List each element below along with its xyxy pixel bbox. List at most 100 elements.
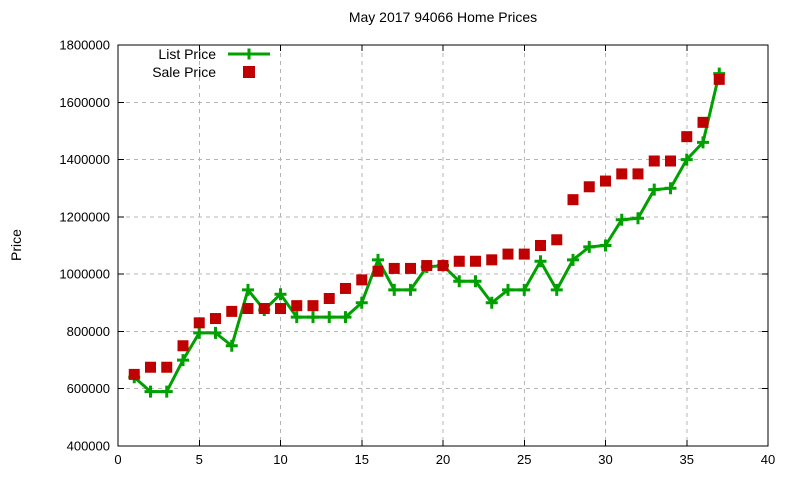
- data-point-plus: [583, 240, 596, 253]
- data-point-square: [518, 248, 530, 260]
- x-tick-label: 10: [273, 452, 287, 467]
- data-point-plus: [193, 326, 206, 339]
- x-tick-label: 5: [196, 452, 203, 467]
- data-point-square: [453, 255, 465, 267]
- x-tick-label: 20: [436, 452, 450, 467]
- data-point-plus: [339, 311, 352, 324]
- grid-lines: [118, 45, 768, 446]
- data-point-plus: [615, 213, 628, 226]
- data-point-plus: [274, 288, 287, 301]
- data-point-square: [258, 303, 270, 315]
- data-point-plus: [404, 283, 417, 296]
- data-point-square: [632, 168, 644, 180]
- data-point-plus: [372, 253, 384, 266]
- line-plus-sample-icon: [228, 48, 270, 60]
- x-tick-label: 0: [114, 452, 121, 467]
- data-point-square: [567, 194, 579, 206]
- data-point-plus: [290, 311, 303, 324]
- data-point-square: [128, 368, 140, 380]
- y-tick-label: 1000000: [59, 267, 110, 282]
- data-point-plus: [209, 326, 222, 339]
- x-tick-label: 30: [598, 452, 612, 467]
- chart-title: May 2017 94066 Home Prices: [348, 9, 538, 25]
- data-point-plus: [160, 385, 173, 398]
- data-point-plus: [323, 311, 336, 324]
- y-tick-label: 600000: [67, 381, 110, 396]
- data-point-plus: [453, 275, 466, 288]
- legend-item-list-price: List Price: [126, 45, 272, 63]
- data-point-plus: [242, 283, 254, 296]
- data-point-square: [600, 175, 611, 187]
- legend: List Price Sale Price: [126, 45, 272, 81]
- series-line: [133, 73, 721, 394]
- series-list-price: [128, 67, 726, 398]
- data-point-plus: [225, 339, 238, 352]
- data-point-plus: [664, 182, 677, 195]
- y-tick-label: 1800000: [59, 38, 110, 53]
- data-point-square: [193, 317, 205, 329]
- y-tick-label: 1200000: [59, 209, 110, 224]
- data-point-square: [535, 240, 546, 251]
- x-tick-label: 35: [680, 452, 694, 467]
- data-point-plus: [502, 283, 514, 296]
- data-point-plus: [388, 283, 401, 296]
- data-point-plus: [534, 255, 547, 268]
- y-tick-label: 800000: [67, 324, 110, 339]
- data-point-square: [226, 305, 238, 317]
- data-point-square: [486, 254, 498, 266]
- x-tick-labels: 0 5 10 15 20 25 30 35 40: [114, 452, 775, 467]
- data-point-square: [437, 260, 449, 272]
- y-tick-label: 1600000: [59, 95, 110, 110]
- data-point-square: [713, 73, 725, 85]
- data-point-square: [388, 262, 400, 274]
- data-point-square: [470, 255, 481, 267]
- data-point-plus: [680, 153, 693, 166]
- y-tick-label: 400000: [67, 439, 110, 454]
- data-point-square: [502, 248, 514, 260]
- square-sample-icon: [243, 66, 255, 78]
- data-point-square: [681, 131, 693, 143]
- data-point-plus: [177, 354, 189, 367]
- data-point-square: [161, 361, 173, 373]
- data-point-plus: [599, 239, 612, 252]
- data-point-square: [177, 340, 189, 352]
- data-point-square: [405, 262, 416, 274]
- data-point-square: [356, 274, 368, 286]
- legend-label-list-price: List Price: [158, 46, 216, 62]
- y-tick-label: 1400000: [59, 152, 110, 167]
- data-point-plus: [355, 296, 368, 309]
- x-tick-label: 15: [355, 452, 369, 467]
- data-point-square: [275, 303, 286, 315]
- legend-item-sale-price: Sale Price: [126, 63, 272, 81]
- data-point-square: [421, 260, 433, 272]
- data-point-square: [372, 265, 384, 277]
- data-point-plus: [485, 296, 498, 309]
- axis-ticks: [117, 44, 769, 447]
- data-point-square: [583, 181, 595, 193]
- data-point-plus: [518, 283, 531, 296]
- data-point-square: [551, 234, 563, 246]
- data-point-plus: [632, 212, 644, 225]
- data-point-square: [210, 313, 221, 325]
- data-point-square: [145, 361, 156, 373]
- data-point-plus: [648, 183, 661, 196]
- data-point-square: [291, 300, 303, 312]
- data-point-plus: [469, 275, 482, 288]
- data-point-square: [307, 300, 319, 312]
- data-point-square: [616, 168, 628, 180]
- data-point-square: [697, 116, 709, 128]
- data-point-square: [665, 155, 676, 167]
- data-point-square: [340, 282, 351, 294]
- y-tick-labels: 400000 600000 800000 1000000 1200000 1400000 1…: [59, 38, 110, 454]
- y-axis-label: Price: [8, 229, 24, 261]
- data-point-square: [323, 292, 335, 304]
- data-point-plus: [550, 283, 563, 296]
- series-sale-price: [128, 73, 725, 380]
- data-point-plus: [697, 136, 709, 149]
- x-tick-label: 25: [517, 452, 531, 467]
- data-point-square: [242, 303, 254, 315]
- x-tick-label: 40: [761, 452, 775, 467]
- data-point-plus: [144, 385, 157, 398]
- data-point-plus: [307, 311, 319, 324]
